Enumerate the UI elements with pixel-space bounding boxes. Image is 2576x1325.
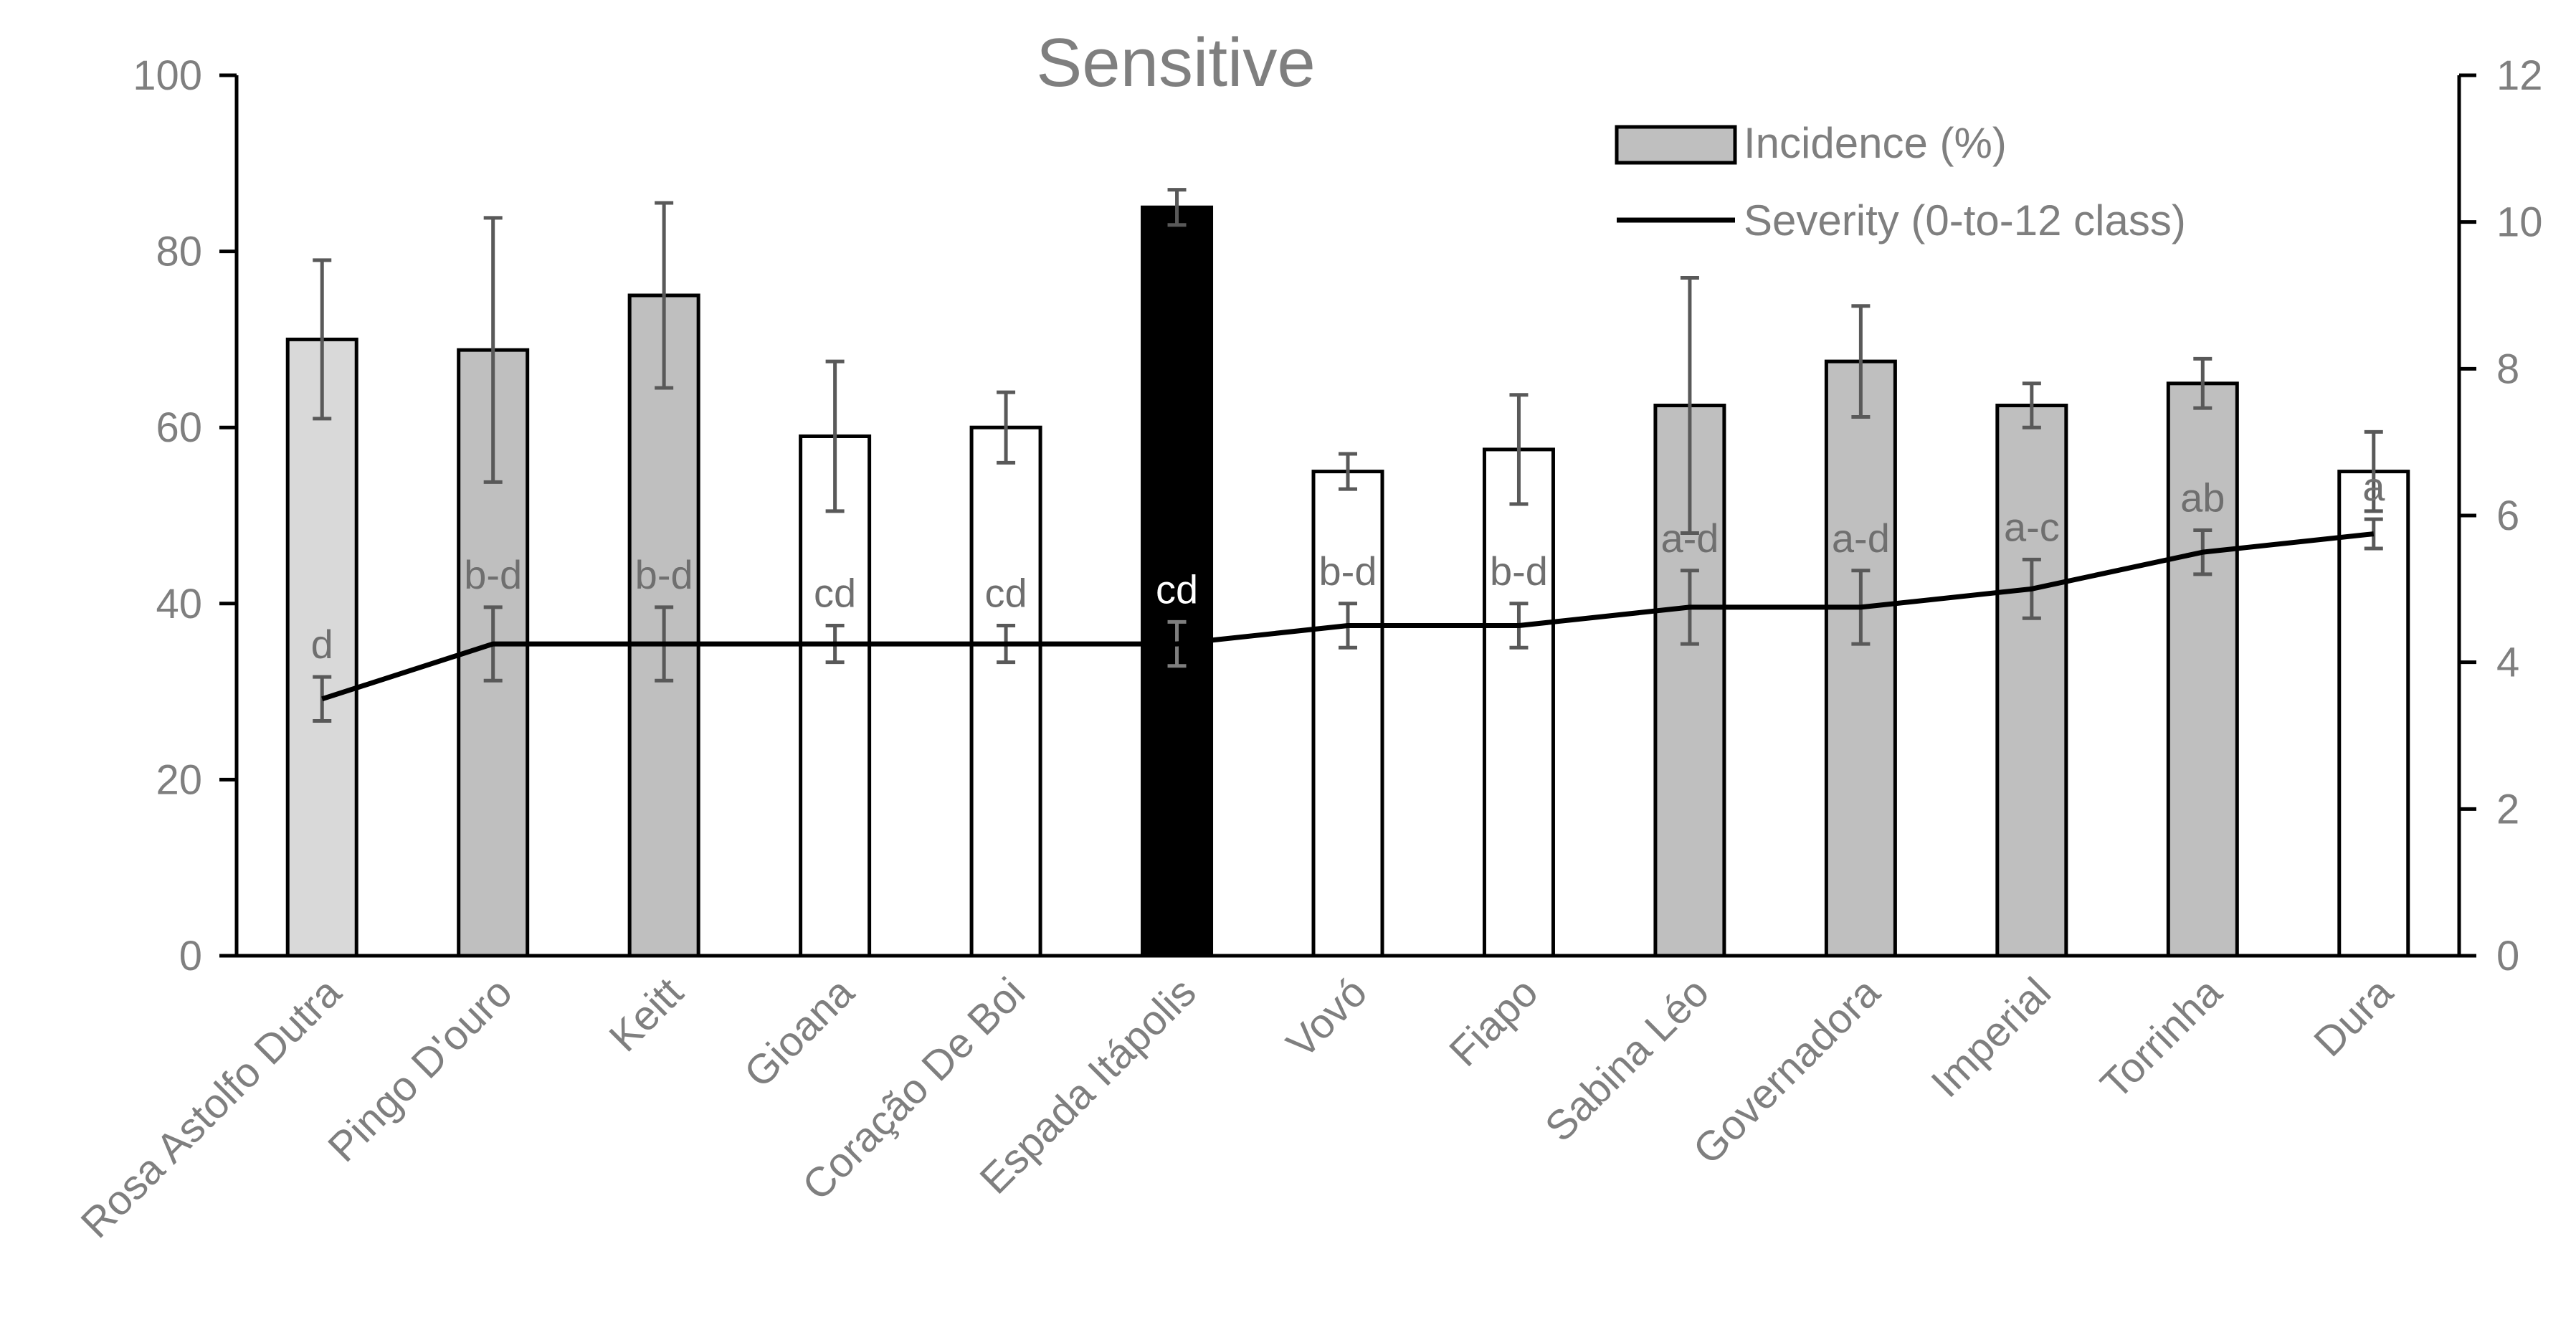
right-tick-label: 2 [2496,786,2519,832]
severity-line-group [321,531,2375,702]
significance-letter: a-c [2004,504,2060,549]
incidence-bar [285,337,358,958]
significance-letter: cd [984,571,1027,616]
incidence-error-bars [313,188,2383,536]
significance-letter: b-d [464,552,522,597]
left-tick-label: 0 [179,933,202,979]
significance-letter: cd [1156,566,1198,612]
right-tick-label: 10 [2496,199,2543,246]
incidence-bar [2166,381,2239,958]
legend: Incidence (%) Severity (0-to-12 class) [1615,119,2186,244]
right-axis-ticks: 0 2 4 6 8 10 12 [2459,52,2543,979]
category-label: Sabina Léo [1536,969,1718,1150]
axes [234,75,2461,958]
left-axis-ticks: 0 20 40 60 80 100 [133,52,237,979]
category-label: Vovó [1278,969,1376,1067]
category-label: Torrinha [2091,969,2231,1108]
significance-letter: a [2362,464,2385,509]
significance-letter: ab [2180,475,2225,520]
right-tick-label: 6 [2496,493,2519,539]
left-tick-label: 80 [156,229,202,275]
severity-error-bars [313,517,2383,723]
right-tick-label: 12 [2496,52,2543,99]
left-tick-label: 40 [156,581,202,627]
chart-title: Sensitive [1036,24,1316,101]
incidence-bar [2337,470,2410,958]
legend-swatch-incidence [1615,125,1737,165]
incidence-bars [285,205,2410,958]
incidence-bar [799,434,872,958]
category-label: Fiapo [1440,969,1547,1075]
category-label: Imperial [1922,969,2060,1106]
significance-letter: b-d [1319,548,1377,594]
right-tick-label: 8 [2496,346,2519,392]
category-label: Pingo D'ouro [319,969,521,1171]
incidence-bar [1311,470,1384,958]
significance-letter: cd [814,571,856,616]
left-tick-label: 100 [133,52,202,99]
significance-letter: a-d [1660,516,1719,561]
significance-letter: b-d [635,552,693,597]
significance-letter: b-d [1490,548,1548,594]
legend-label-severity: Severity (0-to-12 class) [1744,196,2186,244]
left-tick-label: 20 [156,756,202,803]
severity-line [321,531,2375,702]
incidence-bar [1824,359,1897,958]
right-tick-label: 4 [2496,640,2519,686]
significance-letter: d [311,622,333,667]
incidence-bar [969,425,1042,958]
incidence-bar [1482,447,1555,958]
category-label: Dura [2305,969,2402,1065]
category-label: Rosa Astolfo Dutra [72,969,351,1247]
incidence-bar [1995,404,2068,958]
legend-label-incidence: Incidence (%) [1744,119,2007,167]
significance-letter: a-d [1832,516,1890,561]
significance-letters: d b-d b-d cd cd cd b-d b-d a-d a-d a-c ab a [311,464,2386,667]
right-tick-label: 0 [2496,933,2519,979]
left-tick-label: 60 [156,404,202,451]
category-label: Keitt [600,969,692,1060]
category-label: Gioana [736,969,864,1097]
